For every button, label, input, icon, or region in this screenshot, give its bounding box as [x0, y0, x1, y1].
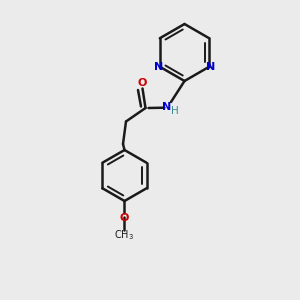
Text: H: H	[171, 106, 178, 116]
Text: N: N	[206, 62, 215, 72]
Text: N: N	[162, 101, 171, 112]
Text: O: O	[120, 213, 129, 224]
Text: O: O	[138, 78, 147, 88]
Text: N: N	[154, 62, 163, 72]
Text: CH$_3$: CH$_3$	[115, 228, 134, 242]
